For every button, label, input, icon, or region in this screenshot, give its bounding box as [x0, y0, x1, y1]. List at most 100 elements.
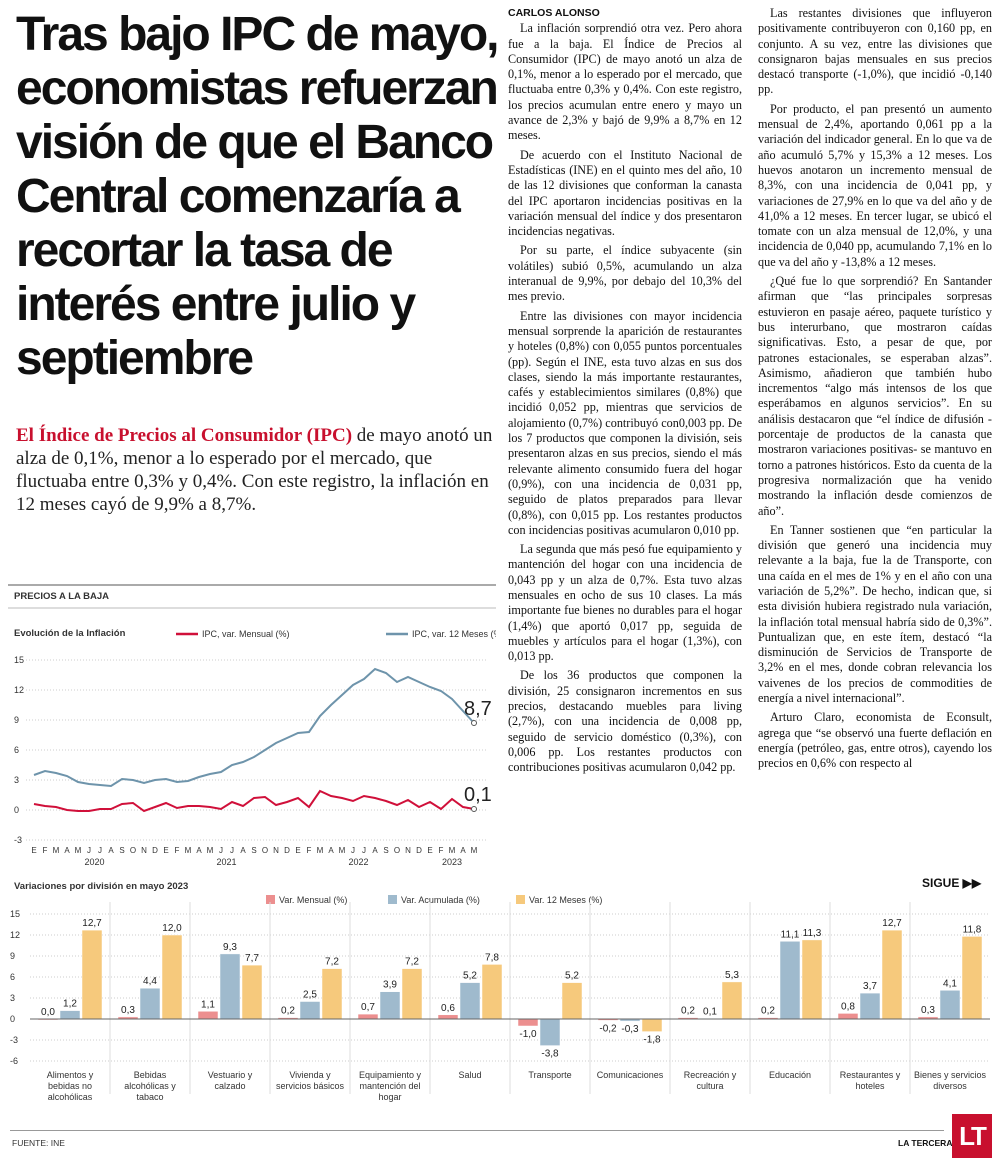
value-label: 7,8: [485, 952, 499, 963]
value-label: 11,1: [781, 929, 800, 940]
x-tick-label: M: [75, 846, 82, 855]
x-tick-label: M: [471, 846, 478, 855]
paragraph: ¿Qué fue lo que sorprendió? En Santander…: [758, 274, 992, 518]
article: CARLOS ALONSO La inflación sorprendió ot…: [508, 6, 992, 832]
paragraph: Arturo Claro, economista de Econsult, ag…: [758, 710, 992, 771]
value-label: -1,0: [519, 1029, 537, 1040]
bar: [641, 1018, 663, 1032]
bar: [939, 990, 961, 1020]
y-tick-label: 6: [10, 972, 15, 982]
end-marker: [471, 806, 477, 812]
legend-label: IPC, var. 12 Meses (%): [412, 629, 496, 639]
x-tick-label: O: [130, 846, 136, 855]
value-label: 0,1: [703, 1006, 717, 1017]
y-tick-label: 12: [14, 685, 24, 695]
bar: [299, 1001, 321, 1020]
legend-swatch: [516, 895, 525, 904]
value-label: 12,7: [882, 918, 902, 929]
bar: [881, 929, 903, 1020]
value-label: 7,2: [325, 957, 339, 968]
x-tick-label: N: [141, 846, 147, 855]
y-tick-label: -3: [14, 835, 22, 845]
value-label: -0,2: [599, 1023, 617, 1034]
paragraph: La segunda que más pesó fue equipamiento…: [508, 542, 742, 664]
x-tick-label: A: [460, 846, 466, 855]
value-label: -1,8: [643, 1035, 661, 1046]
bar: [59, 1010, 81, 1020]
x-tick-label: J: [219, 846, 223, 855]
y-tick-label: 9: [14, 715, 19, 725]
x-tick-label: A: [108, 846, 114, 855]
x-tick-label: S: [251, 846, 256, 855]
value-label: 1,1: [201, 999, 215, 1010]
value-label: 12,7: [82, 918, 102, 929]
end-label: 0,1: [464, 784, 492, 806]
value-label: 0,2: [761, 1006, 775, 1017]
bar: [161, 934, 183, 1020]
legend-label: IPC, var. Mensual (%): [202, 629, 290, 639]
x-tick-label: A: [240, 846, 246, 855]
bar: [837, 1013, 859, 1020]
bar: [219, 953, 241, 1020]
x-tick-label: A: [372, 846, 378, 855]
value-label: 5,2: [463, 971, 477, 982]
category-label: Bebidas alcohólicas y tabaco: [124, 1070, 176, 1102]
x-tick-label: M: [317, 846, 324, 855]
x-tick-label: E: [31, 846, 36, 855]
lead: El Índice de Precios al Consumidor (IPC)…: [16, 424, 494, 516]
x-tick-label: O: [394, 846, 400, 855]
y-tick-label: 3: [10, 993, 15, 1003]
value-label: 4,4: [143, 976, 157, 987]
value-label: 5,2: [565, 971, 579, 982]
value-label: 11,8: [963, 924, 982, 935]
lead-highlight: El Índice de Precios al Consumidor (IPC): [16, 425, 353, 446]
bar: [81, 929, 103, 1020]
legend-label: Var. Mensual (%): [279, 895, 347, 905]
x-tick-label: D: [416, 846, 422, 855]
category-label: Bienes y servicios diversos: [913, 1070, 987, 1091]
source: FUENTE: INE: [12, 1138, 65, 1148]
x-tick-label: S: [383, 846, 388, 855]
category-label: Educación: [768, 1070, 812, 1080]
category-label: Salud: [458, 1070, 482, 1080]
x-tick-label: A: [64, 846, 70, 855]
year-label: 2022: [348, 857, 368, 867]
year-label: 2020: [84, 857, 104, 867]
bar: [779, 941, 801, 1020]
legend-swatch: [388, 895, 397, 904]
paragraph: Las restantes divisiones que influyeron …: [758, 6, 992, 97]
y-tick-label: 6: [14, 745, 19, 755]
value-label: 0,0: [41, 1007, 55, 1018]
bar: [357, 1013, 379, 1020]
category-label: Restaurantes y hoteles: [839, 1070, 901, 1091]
x-tick-label: M: [185, 846, 192, 855]
legend-label: Var. Acumulada (%): [401, 895, 480, 905]
value-label: 12,0: [162, 923, 182, 934]
value-label: 5,3: [725, 970, 739, 981]
category-label: Vestuario y calzado: [207, 1070, 253, 1091]
x-tick-label: E: [295, 846, 300, 855]
byline: CARLOS ALONSO: [508, 7, 600, 19]
line-chart-box: PRECIOS A LA BAJA Evolución de la Inflac…: [8, 582, 505, 872]
logo: LT: [952, 1114, 992, 1158]
end-label: 8,7: [464, 698, 492, 720]
x-tick-label: D: [284, 846, 290, 855]
line-chart: PRECIOS A LA BAJA Evolución de la Inflac…: [8, 584, 505, 867]
y-tick-label: 15: [14, 655, 24, 665]
lead-text: de mayo anotó un alza de 0,1%, menor a l…: [16, 425, 493, 515]
legend-label: Var. 12 Meses (%): [529, 895, 602, 905]
year-label: 2023: [442, 857, 462, 867]
y-tick-label: 3: [14, 775, 19, 785]
category-label: Recreación y cultura: [683, 1070, 737, 1091]
chart-title: Evolución de la Inflación: [14, 628, 126, 639]
x-tick-label: A: [328, 846, 334, 855]
category-label: Transporte: [528, 1070, 572, 1080]
chart-title: Variaciones por división en mayo 2023: [14, 881, 188, 892]
end-marker: [471, 720, 477, 726]
bar: [539, 1018, 561, 1046]
value-label: -3,8: [541, 1049, 559, 1060]
x-tick-label: F: [439, 846, 444, 855]
brand: LA TERCERA: [898, 1138, 953, 1148]
paragraph: De acuerdo con el Instituto Nacional de …: [508, 147, 742, 239]
